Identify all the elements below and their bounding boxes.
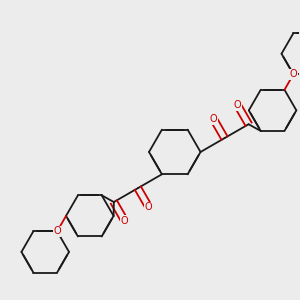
Text: O: O <box>234 100 242 110</box>
Text: O: O <box>290 69 297 79</box>
Text: O: O <box>53 226 61 236</box>
Text: O: O <box>121 216 129 226</box>
Text: O: O <box>145 202 153 212</box>
Text: O: O <box>210 114 218 124</box>
